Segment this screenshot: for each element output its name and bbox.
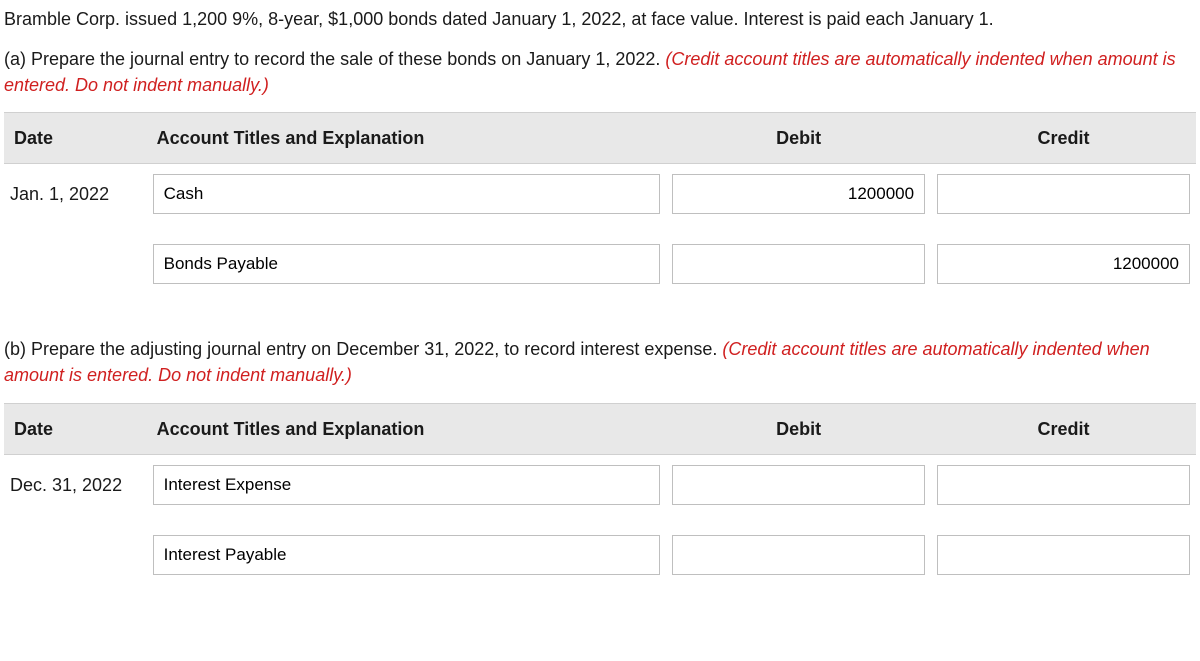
- table-row: [4, 515, 1196, 585]
- account-input[interactable]: [153, 174, 661, 214]
- account-input[interactable]: [153, 244, 661, 284]
- credit-input[interactable]: [937, 174, 1190, 214]
- debit-input[interactable]: [672, 174, 925, 214]
- date-cell: [4, 224, 147, 294]
- credit-input[interactable]: [937, 465, 1190, 505]
- intro-text: Bramble Corp. issued 1,200 9%, 8-year, $…: [4, 6, 1196, 32]
- col-header-date: Date: [4, 403, 147, 454]
- part-b-prefix: (b) Prepare the adjusting journal entry …: [4, 339, 722, 359]
- table-row: Jan. 1, 2022: [4, 164, 1196, 225]
- col-header-account: Account Titles and Explanation: [147, 113, 667, 164]
- date-cell: Jan. 1, 2022: [4, 164, 147, 225]
- col-header-debit: Debit: [666, 113, 931, 164]
- journal-table-b: Date Account Titles and Explanation Debi…: [4, 403, 1196, 585]
- part-a-label: (a) Prepare the journal entry to record …: [4, 46, 1196, 98]
- col-header-account: Account Titles and Explanation: [147, 403, 667, 454]
- col-header-date: Date: [4, 113, 147, 164]
- debit-input[interactable]: [672, 535, 925, 575]
- date-cell: Dec. 31, 2022: [4, 454, 147, 515]
- col-header-credit: Credit: [931, 403, 1196, 454]
- credit-input[interactable]: [937, 535, 1190, 575]
- table-row: [4, 224, 1196, 294]
- col-header-credit: Credit: [931, 113, 1196, 164]
- part-b-label: (b) Prepare the adjusting journal entry …: [4, 336, 1196, 388]
- part-a-prefix: (a) Prepare the journal entry to record …: [4, 49, 665, 69]
- col-header-debit: Debit: [666, 403, 931, 454]
- debit-input[interactable]: [672, 465, 925, 505]
- journal-table-a: Date Account Titles and Explanation Debi…: [4, 112, 1196, 294]
- table-row: Dec. 31, 2022: [4, 454, 1196, 515]
- credit-input[interactable]: [937, 244, 1190, 284]
- date-cell: [4, 515, 147, 585]
- debit-input[interactable]: [672, 244, 925, 284]
- account-input[interactable]: [153, 535, 661, 575]
- account-input[interactable]: [153, 465, 661, 505]
